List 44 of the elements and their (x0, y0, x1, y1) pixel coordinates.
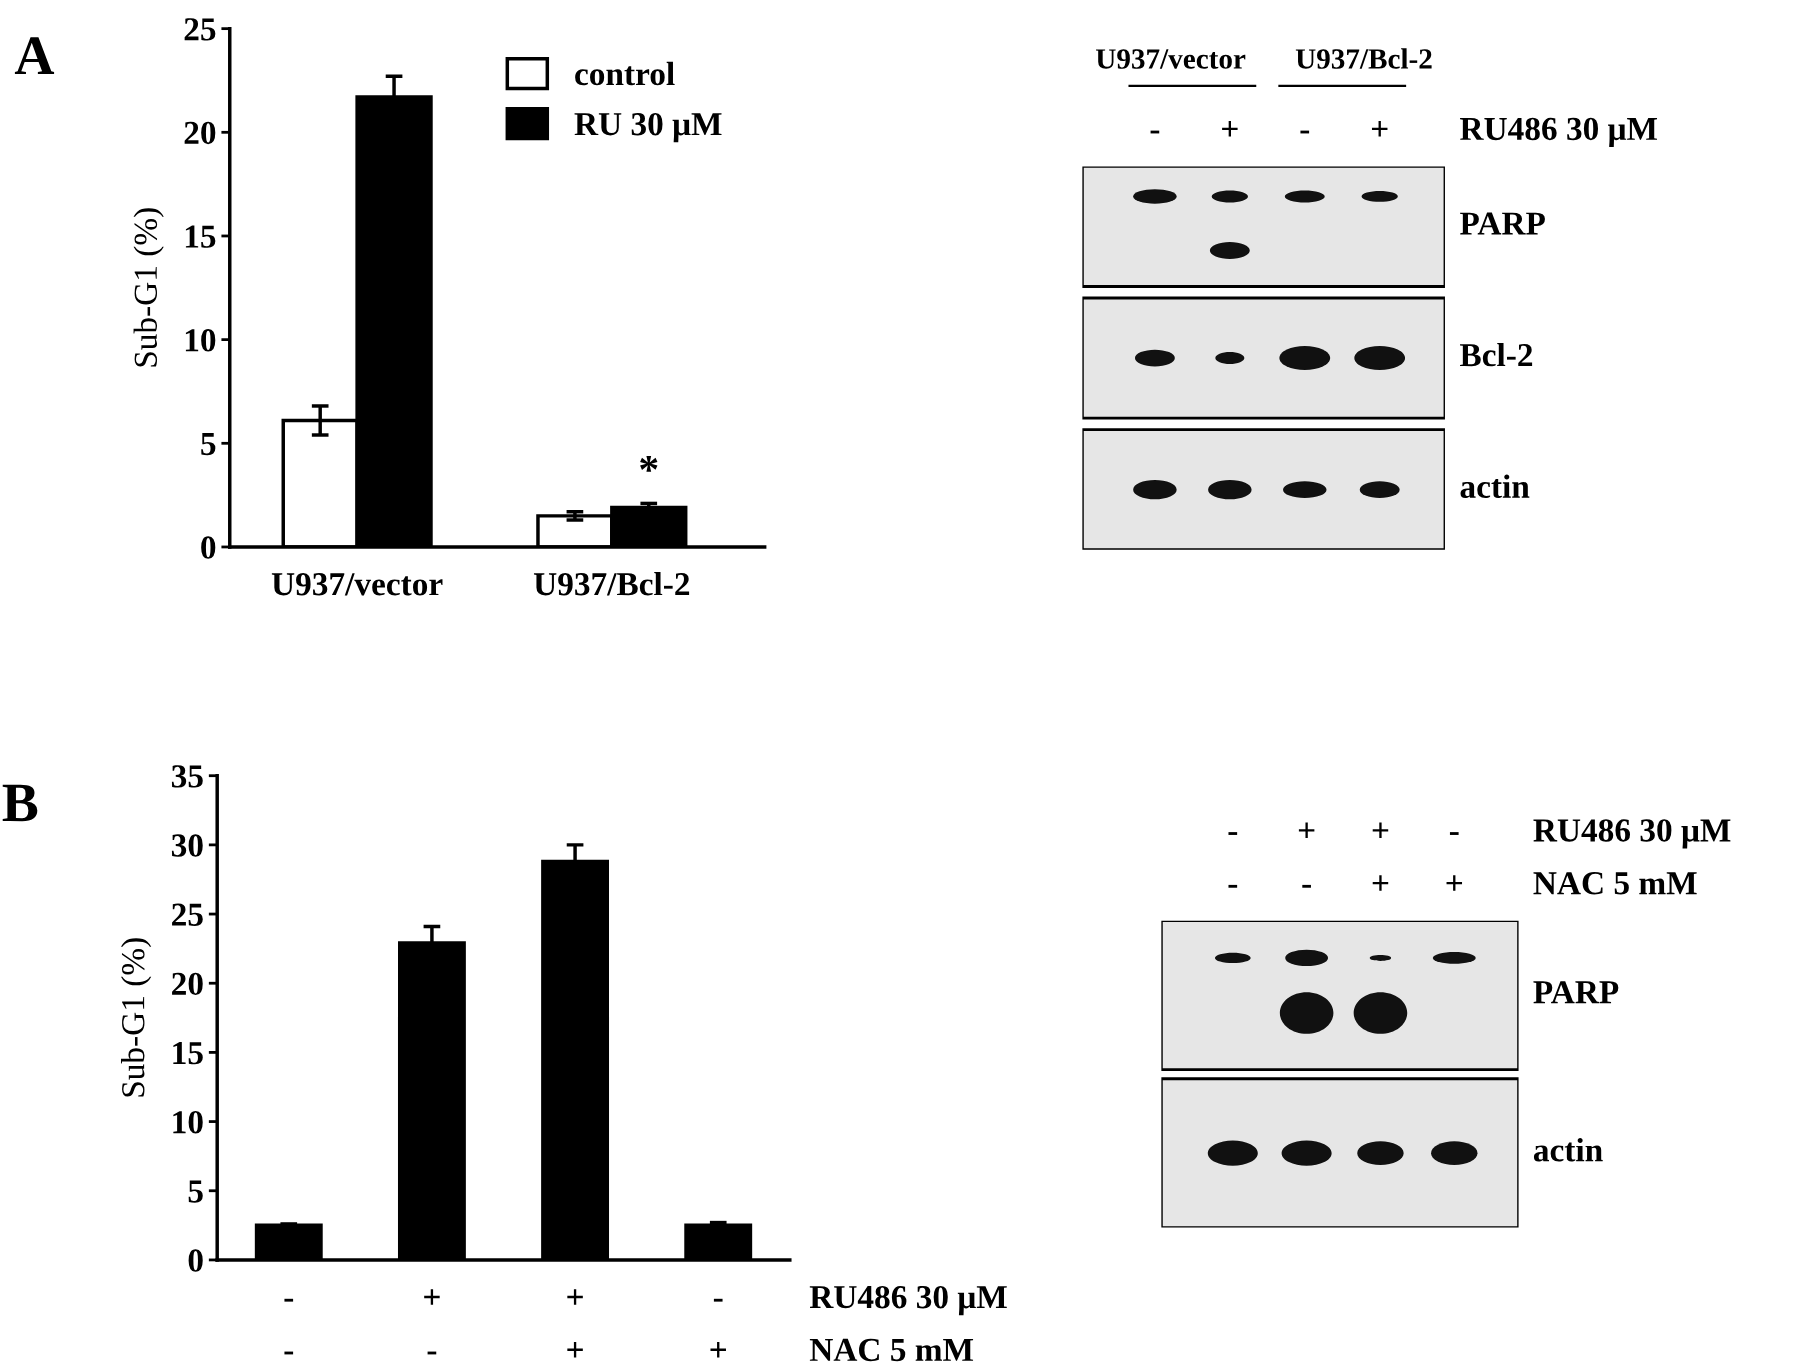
text: B (2, 784, 38, 822)
category-label: + - (1298, 822, 1315, 888)
y-tick-label: 0 (188, 1249, 203, 1272)
legend-label: RU 30 μM (574, 112, 722, 143)
text: U937/Bcl-2 (1295, 48, 1432, 69)
category-label: + + (1372, 822, 1389, 891)
legend-label: control (575, 61, 675, 86)
y-tick-label: 5 (188, 1180, 203, 1203)
y-tick-label: 15 (173, 1041, 203, 1065)
y-tick-label: 5 (201, 433, 216, 456)
y-tick-label: 25 (184, 18, 216, 41)
y-tick-label: 25 (172, 903, 203, 926)
text: RU486 30 μM (1533, 819, 1731, 849)
category-label: + - (424, 1289, 440, 1355)
category-label: - - (1228, 832, 1238, 888)
y-tick-label: 20 (172, 972, 203, 996)
category-label: PARP (1460, 212, 1545, 235)
category-label: - - (284, 1298, 294, 1355)
text: NAC 5 mM (1533, 872, 1697, 895)
text: A (14, 37, 55, 75)
y-tick-label: 30 (171, 834, 203, 857)
category-label: - + (1446, 832, 1463, 891)
category-label: PARP (1533, 981, 1619, 1004)
y-tick-label: 20 (184, 121, 216, 145)
category-label: - + (710, 1298, 726, 1358)
category-label: Bcl-2 (1460, 342, 1533, 367)
category-label: - (1300, 130, 1310, 134)
text: NAC 5 mM (809, 1338, 974, 1362)
category-label: actin (1460, 474, 1530, 498)
y-tick-label: 10 (185, 329, 216, 352)
annotation: * (640, 455, 658, 472)
category-label: + (1371, 121, 1388, 137)
y-tick-label: 10 (173, 1110, 203, 1134)
y-axis-title: Sub-G1 (%) (120, 938, 152, 1097)
text: RU486 30 μM (1460, 117, 1658, 147)
y-axis-title: Sub-G1 (%) (133, 208, 164, 367)
category-label: - (1150, 130, 1160, 134)
y-tick-label: 0 (201, 536, 216, 559)
text: RU486 30 μM (809, 1285, 1007, 1316)
category-label: actin (1533, 1138, 1603, 1162)
y-tick-label: 35 (171, 765, 203, 788)
text: U937/vector (1096, 49, 1246, 69)
category-label: + (1222, 121, 1238, 137)
y-tick-label: 15 (185, 225, 216, 248)
